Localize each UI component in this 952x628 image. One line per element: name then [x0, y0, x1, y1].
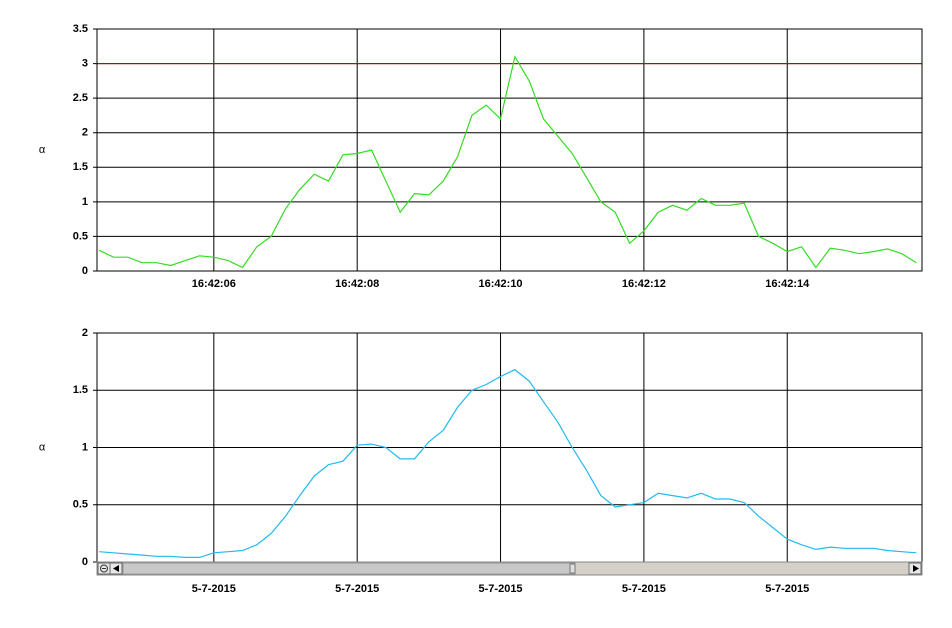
plots: 0 0.5 1 1.5 2 2.5 3 3.5 16:42:06 16:42:08 16:42:10… — [39, 23, 923, 595]
y-tick-label: 2 — [82, 327, 88, 339]
x-tick-label: 5-7-2015 — [335, 583, 379, 595]
y-tick-label: 0 — [82, 265, 88, 277]
y-tick-label: 0.5 — [73, 499, 88, 511]
x-tick-label: 16:42:12 — [622, 278, 666, 290]
data-line — [99, 368, 917, 558]
arrow-left — [113, 565, 119, 572]
y-tick-label: 2.5 — [73, 92, 88, 104]
y-axis-label: α — [39, 144, 46, 156]
y-tick-label: 1.5 — [73, 161, 88, 173]
plot: 0 0.5 1 1.5 2 5-7-2015 5-7-2015 5-7-2015 5-7-201… — [39, 327, 923, 595]
x-tick-label: 16:42:06 — [192, 278, 236, 290]
x-tick-label: 16:42:10 — [479, 278, 523, 290]
y-tick-label: 3.5 — [73, 23, 88, 35]
y-tick-label: 2 — [82, 127, 88, 139]
plot: 0 0.5 1 1.5 2 2.5 3 3.5 16:42:06 16:42:08 16:42:10… — [39, 23, 923, 290]
x-tick-label: 5-7-2015 — [192, 583, 236, 595]
y-tick-label: 0.5 — [73, 230, 88, 242]
x-tick-label: 5-7-2015 — [479, 583, 523, 595]
data-line — [98, 55, 917, 269]
y-tick-label: 1 — [82, 441, 88, 453]
y-tick-label: 0 — [82, 556, 88, 568]
x-tick-label: 5-7-2015 — [765, 583, 809, 595]
scroll-thumb[interactable] — [122, 562, 576, 575]
x-tick-label: 16:42:14 — [765, 278, 810, 290]
x-tick-label: 16:42:08 — [335, 278, 379, 290]
plot-frame — [96, 28, 923, 272]
x-tick-label: 5-7-2015 — [622, 583, 666, 595]
y-tick-label: 1.5 — [73, 384, 88, 396]
zoom-icon — [100, 564, 108, 573]
y-axis-label: α — [39, 441, 46, 453]
scrollbar[interactable] — [96, 561, 923, 576]
y-tick-label: 1 — [82, 196, 88, 208]
y-tick-label: 3 — [82, 57, 88, 69]
thumb-grip[interactable] — [569, 563, 576, 574]
arrow-right — [913, 565, 919, 572]
